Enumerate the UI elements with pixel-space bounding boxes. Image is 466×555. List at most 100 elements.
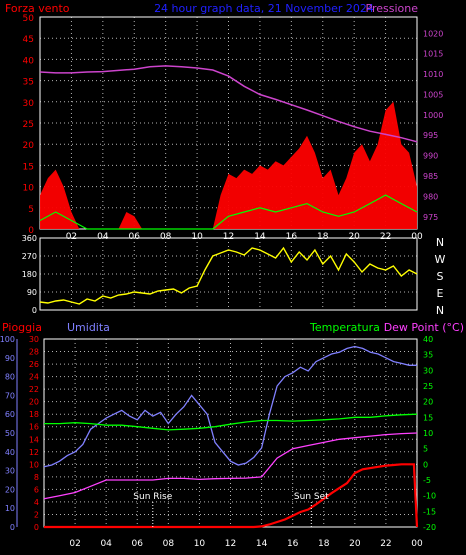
rain-label: Pioggia [2,321,42,334]
top-x-axis: 02 04 06 08 10 12 14 16 18 20 22 00 [66,232,423,242]
top-x-tick-label: 14 [254,232,266,242]
top-left-tick-label: 30 [23,99,35,109]
lower-x-tick-label: 22 [380,539,391,549]
humidity-tick-label: 40 [5,448,15,457]
top-x-tick-label: 18 [317,232,329,242]
chart-subtitle: 24 hour graph data, 21 November 2024 [154,2,374,15]
rain-tick-label: 4 [34,498,39,507]
lower-annotations: Sun Rise Sun Set [133,492,329,527]
humidity-tick-label: 100 [0,335,15,344]
direction-side-label: E [437,287,444,300]
lower-x-tick-label: 00 [411,539,423,549]
wind-average-line [39,194,418,230]
direction-tick-label: 0 [32,306,37,315]
rain-tick-label: 2 [34,510,39,519]
lower-x-tick-label: 08 [163,539,175,549]
top-right-tick-label: 980 [423,192,438,201]
direction-side-label: W [435,253,446,266]
direction-side-label: S [437,270,444,283]
top-right-tick-label: 975 [423,213,438,222]
direction-tick-label: 90 [27,288,37,297]
direction-side-label: N [436,236,444,249]
top-right-tick-label: 1010 [423,70,443,79]
rain-tick-label: 26 [29,360,39,369]
temp-tick-label: 25 [423,382,433,391]
top-x-tick-label: 22 [380,232,391,242]
rain-tick-label: 0 [34,523,39,532]
temp-tick-label: 35 [423,351,433,360]
top-left-axis: 0 5 10 15 20 25 30 35 40 45 50 [23,14,35,236]
rain-tick-label: 10 [29,460,39,469]
lower-x-axis: 02 04 06 08 10 12 14 16 18 20 22 00 [69,539,423,549]
temp-tick-label: -20 [423,523,436,532]
top-x-tick-label: 00 [411,232,423,242]
direction-tick-label: 270 [22,252,37,261]
wind-speed-area [40,101,417,229]
humidity-tick-label: 70 [5,391,15,400]
top-x-tick-label: 06 [129,232,141,242]
rain-tick-label: 12 [29,448,39,457]
lower-x-tick-label: 16 [287,539,299,549]
lower-x-tick-label: 18 [318,539,330,549]
temp-tick-label: -5 [423,476,431,485]
top-left-tick-label: 5 [28,205,34,215]
humidity-label: Umidita [67,321,110,334]
top-right-tick-label: 1000 [423,111,443,120]
top-right-tick-label: 1020 [423,29,443,38]
lower-x-tick-label: 14 [256,539,268,549]
pressure-line [39,65,418,143]
temp-tick-label: -10 [423,492,436,501]
top-x-tick-label: 20 [348,232,360,242]
humidity-tick-label: 10 [5,504,15,513]
direction-tick-label: 360 [22,234,37,243]
temp-tick-label: 15 [423,413,433,422]
dew-label: Dew Point (°C) [384,321,464,334]
temp-tick-label: 5 [423,445,428,454]
top-x-tick-label: 16 [286,232,298,242]
lower-x-tick-label: 04 [100,539,112,549]
rain-tick-label: 14 [29,435,39,444]
top-left-tick-label: 15 [23,162,34,172]
top-x-tick-label: 08 [160,232,172,242]
lower-x-tick-label: 02 [69,539,80,549]
top-left-tick-label: 25 [23,120,34,130]
sun-set-label: Sun Set [294,492,329,502]
rain-line [44,463,419,529]
humidity-line [43,345,417,468]
dew-point-line [43,432,418,500]
lower-x-tick-label: 06 [132,539,144,549]
temperature-line [44,413,418,431]
sun-rise-label: Sun Rise [133,492,172,502]
direction-line [39,246,418,305]
rain-tick-label: 16 [29,423,39,432]
top-right-tick-label: 985 [423,172,438,181]
rain-tick-label: 30 [29,335,39,344]
rain-tick-label: 18 [29,410,39,419]
pressure-label: Pressione [366,2,419,15]
direction-side-label: N [436,304,444,317]
humidity-tick-label: 20 [5,485,15,494]
lower-grid [44,339,417,527]
lower-x-tick-label: 12 [225,539,236,549]
rain-tick-label: 22 [29,385,39,394]
temp-tick-label: 10 [423,429,433,438]
temp-tick-label: -15 [423,507,436,516]
lower-series [43,345,419,529]
temp-tick-label: 0 [423,460,428,469]
top-right-tick-label: 995 [423,131,438,140]
top-left-tick-label: 35 [23,78,34,88]
top-left-tick-label: 40 [23,56,35,66]
top-right-tick-label: 990 [423,152,438,161]
lower-x-tick-label: 20 [349,539,361,549]
direction-series [39,246,418,305]
humidity-tick-label: 80 [5,373,15,382]
top-right-tick-label: 1005 [423,90,443,99]
temp-tick-label: 20 [423,398,433,407]
temp-tick-label: 40 [423,335,433,344]
humidity-tick-label: 0 [10,523,15,532]
